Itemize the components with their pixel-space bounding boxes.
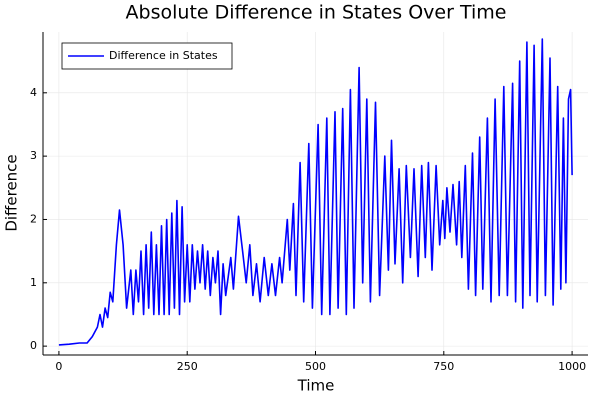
- x-tick-label: 500: [305, 360, 326, 373]
- y-axis-label: Difference: [3, 154, 21, 231]
- x-axis-label: Time: [297, 377, 335, 395]
- x-tick-label: 1000: [558, 360, 586, 373]
- y-tick-label: 4: [30, 86, 37, 99]
- x-tick-label: 250: [177, 360, 198, 373]
- x-tick-label: 0: [55, 360, 62, 373]
- x-tick-label: 750: [433, 360, 454, 373]
- y-tick-label: 1: [30, 276, 37, 289]
- y-tick-label: 0: [30, 339, 37, 352]
- data-line: [58, 38, 573, 346]
- y-tick-label: 3: [30, 149, 37, 162]
- y-tick-label: 2: [30, 212, 37, 225]
- legend-label: Difference in States: [109, 49, 218, 62]
- chart-title: Absolute Difference in States Over Time: [126, 2, 507, 24]
